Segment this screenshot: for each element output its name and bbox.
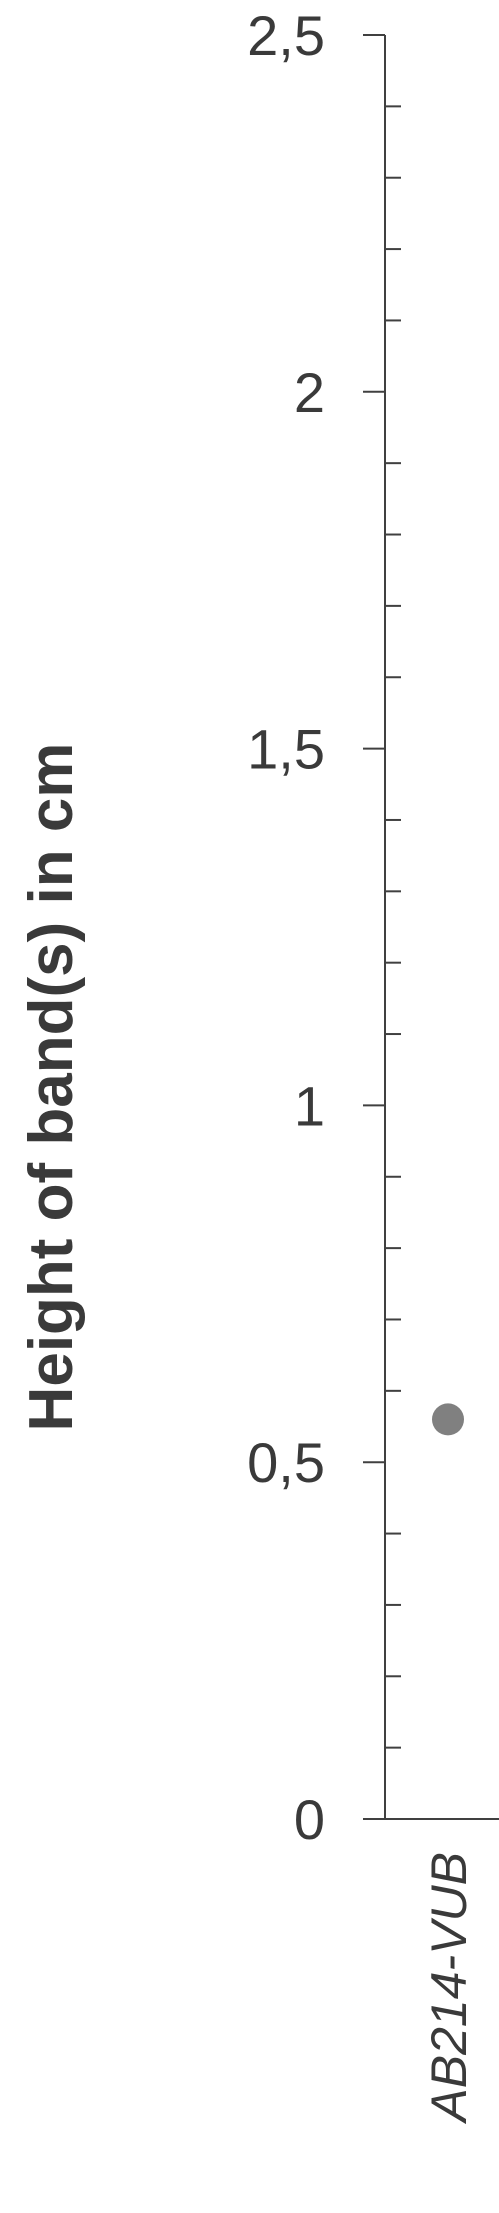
y-tick-label: 1 xyxy=(294,1074,325,1137)
y-axis-ticks xyxy=(363,34,401,1820)
y-tick-label: 2 xyxy=(294,361,325,424)
y-tick-label: 1,5 xyxy=(247,718,325,781)
data-points xyxy=(432,1403,464,1436)
data-point xyxy=(432,1403,464,1436)
y-axis-title: Height of band(s) in cm xyxy=(17,743,86,1432)
y-tick-label: 2,5 xyxy=(247,4,325,67)
y-tick-label: 0 xyxy=(294,1788,325,1851)
y-axis-tick-labels: 0 0,5 1 1,5 2 2,5 xyxy=(247,4,325,1851)
y-tick-label: 0,5 xyxy=(247,1431,325,1494)
x-axis-category-labels: AB214-VUB xyxy=(421,1852,477,2125)
x-category-label: AB214-VUB xyxy=(421,1852,477,2125)
